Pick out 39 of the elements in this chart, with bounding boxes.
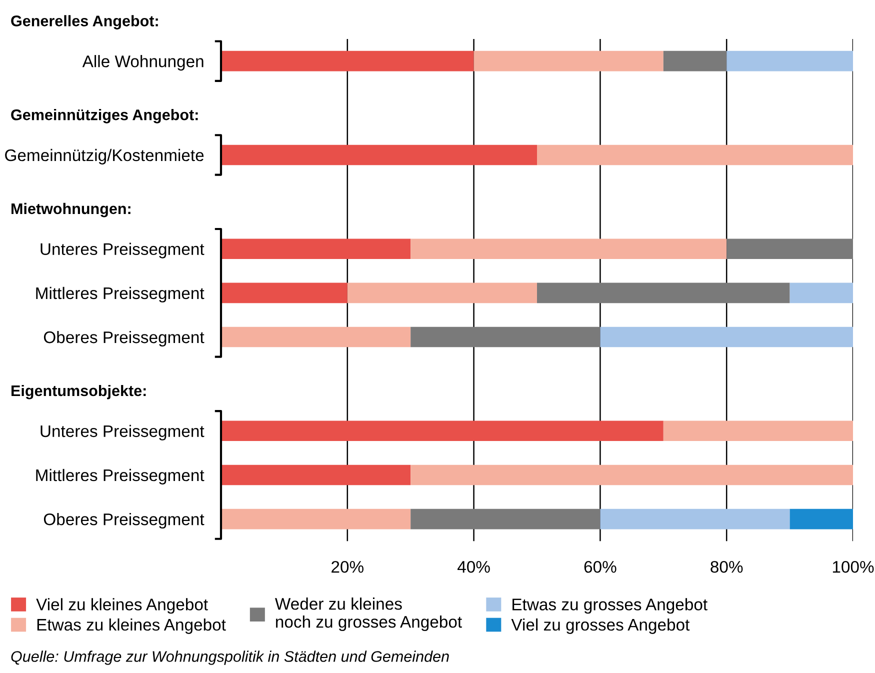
bar — [221, 420, 664, 442]
legend-label: Weder zu kleines noch zu grosses Angebot — [274, 598, 462, 632]
y-tick-label: Mittleres Preissegment — [36, 468, 204, 484]
y-tick-label: Oberes Preissegment — [44, 513, 204, 529]
y-tick-label: Unteres Preissegment — [40, 424, 204, 440]
bar — [410, 464, 853, 486]
legend-label: Viel zu kleines Angebot — [36, 598, 208, 614]
text: Gemeinnütziges Angebot: — [11, 109, 198, 124]
y-tick-label: Oberes Preissegment — [44, 330, 204, 347]
x-tick-label: 100% — [832, 560, 874, 573]
bar — [410, 508, 600, 530]
x-tick-label: 80% — [710, 560, 743, 573]
bar — [663, 50, 727, 72]
bar — [790, 508, 853, 530]
legend-label: Viel zu grosses Angebot — [511, 618, 690, 634]
bar — [221, 326, 411, 348]
y-tick-label: Gemeinnützig/Kostenmiete — [5, 148, 204, 164]
bar — [600, 508, 790, 530]
x-tick-label: 20% — [332, 560, 364, 573]
bar — [537, 144, 853, 166]
legend-label: Etwas zu grosses Angebot — [512, 598, 708, 614]
bar — [347, 282, 537, 304]
bar — [600, 326, 853, 348]
x-tick-label: 60% — [584, 560, 616, 573]
bar — [221, 464, 411, 486]
bar — [221, 282, 348, 304]
bar — [663, 420, 853, 442]
legend-label: Etwas zu kleines Angebot — [37, 618, 226, 634]
y-tick-label: Unteres Preissegment — [40, 242, 204, 258]
source-note: Quelle: Umfrage zur Wohnungspolitik in Städten und Gemeinden — [11, 650, 449, 665]
bar — [410, 326, 600, 348]
y-tick-label: Mittleres Preissegment — [36, 286, 204, 302]
y-tick-label: Alle Wohnungen — [82, 55, 204, 71]
text: Eigentumsobjekte: — [12, 384, 146, 400]
bar — [726, 50, 853, 72]
text: Generelles Angebot: — [11, 15, 158, 30]
bar — [221, 144, 537, 166]
text: Mietwohnungen: — [12, 202, 130, 218]
x-tick-label: 40% — [458, 560, 490, 573]
